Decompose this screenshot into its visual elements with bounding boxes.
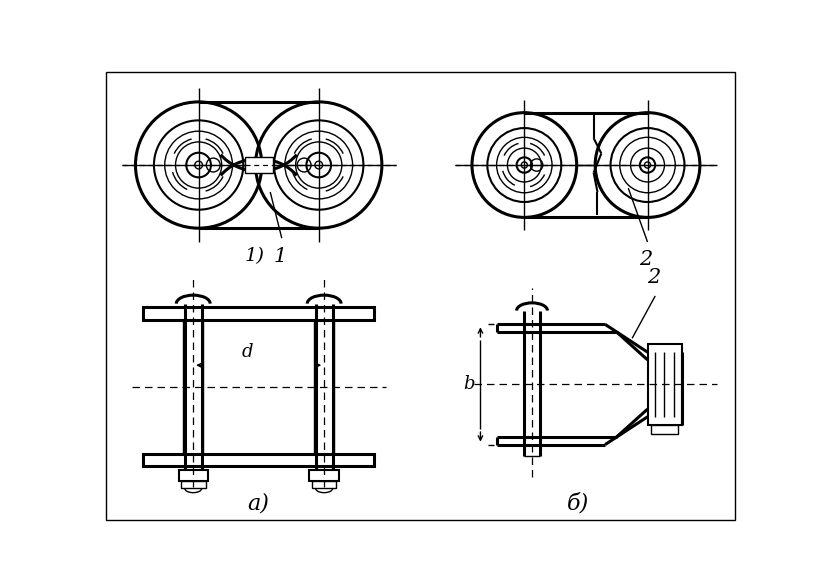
Text: б): б): [567, 492, 589, 515]
Bar: [651, 424, 678, 434]
Text: 2: 2: [647, 268, 660, 288]
Text: d: d: [241, 343, 253, 362]
Text: 1: 1: [273, 247, 287, 267]
Bar: [179, 470, 208, 481]
Text: b: b: [463, 376, 475, 393]
Text: 2: 2: [640, 250, 653, 269]
Bar: [143, 454, 374, 466]
Bar: [143, 308, 374, 320]
Bar: [245, 157, 273, 173]
Bar: [310, 470, 339, 481]
Bar: [312, 481, 337, 488]
Bar: [648, 345, 682, 424]
Text: а): а): [248, 492, 269, 515]
Bar: [181, 481, 205, 488]
Text: 1): 1): [245, 247, 265, 265]
